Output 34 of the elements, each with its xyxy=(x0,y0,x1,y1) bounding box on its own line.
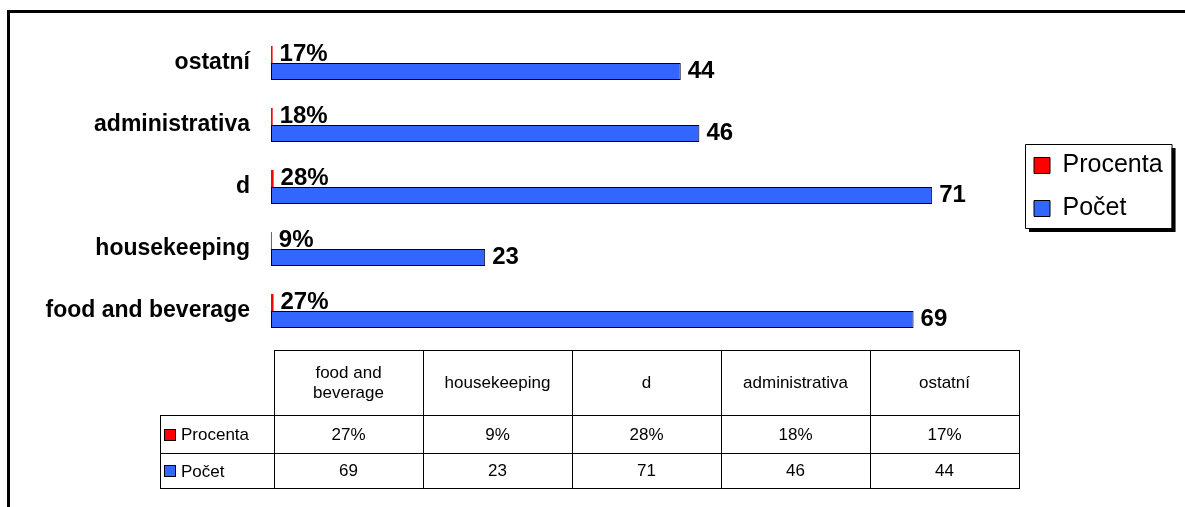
text: 23 xyxy=(488,461,507,480)
y-tick-label: food and beverage xyxy=(45,296,250,323)
text: 69 xyxy=(339,461,358,480)
data-label: 46 xyxy=(706,118,734,146)
data-label: 28% xyxy=(280,163,329,191)
data-label: 44 xyxy=(687,56,716,84)
category-label: d xyxy=(641,373,652,392)
text: 17% xyxy=(927,424,962,444)
data-label: 18% xyxy=(279,101,328,129)
data-label: 23 xyxy=(492,242,519,270)
text: 9% xyxy=(485,424,510,444)
data-label: 9% xyxy=(278,225,314,253)
text: 28% xyxy=(629,424,664,444)
text: 18% xyxy=(778,424,813,444)
category-label: food and beverage xyxy=(313,363,384,402)
text: 27% xyxy=(331,424,366,444)
data-label: 71 xyxy=(939,180,966,208)
text: 71 xyxy=(637,461,656,480)
y-tick-label: housekeeping xyxy=(95,234,250,261)
y-tick-label: administrativa xyxy=(94,110,251,137)
text: 46 xyxy=(786,461,805,480)
y-tick-label: d xyxy=(235,172,250,199)
legend-label: Procenta xyxy=(181,424,250,444)
text: Procenta xyxy=(1062,149,1163,178)
text: Počet xyxy=(181,461,225,481)
data-label: 69 xyxy=(920,304,948,332)
legend-label: Počet xyxy=(1062,192,1127,221)
category-label: housekeeping xyxy=(444,373,551,392)
data-label: 17% xyxy=(279,39,328,67)
y-tick-label: ostatní xyxy=(174,48,252,75)
text: 44 xyxy=(935,461,954,480)
category-label: ostatní xyxy=(918,373,971,392)
category-label: administrativa xyxy=(743,373,848,392)
data-label: 27% xyxy=(280,287,329,315)
